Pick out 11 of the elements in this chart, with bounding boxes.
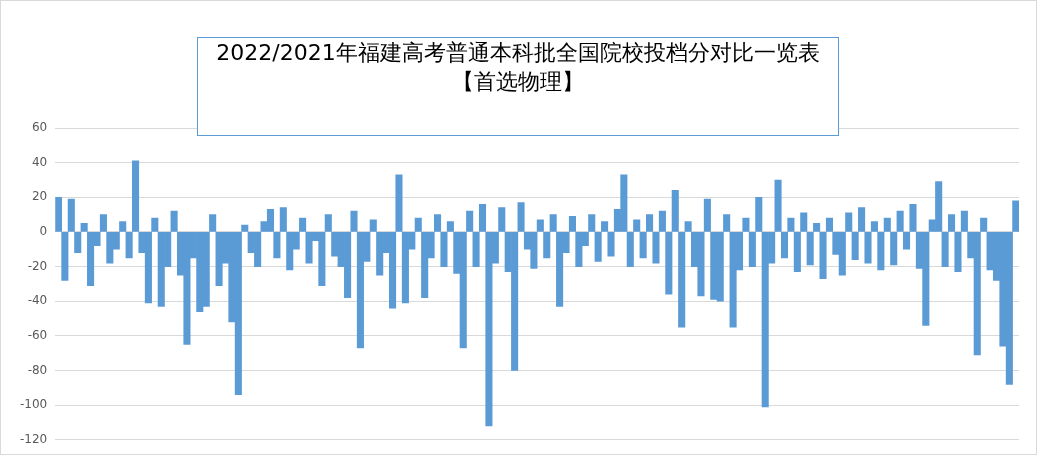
y-tick-label: -120 xyxy=(20,431,48,446)
y-tick-label: -20 xyxy=(27,258,48,273)
y-tick-label: -100 xyxy=(20,397,48,412)
y-tick-label: 20 xyxy=(31,189,48,204)
y-tick-label: 60 xyxy=(31,120,48,135)
chart-title: 2022/2021年福建高考普通本科批全国院校投档分对比一览表【首选物理】 xyxy=(197,37,839,136)
y-tick-label: -80 xyxy=(27,362,48,377)
y-tick-label: 40 xyxy=(31,154,48,169)
y-tick-label: -40 xyxy=(27,293,48,308)
y-tick-label: -60 xyxy=(27,327,48,342)
y-tick-label: 0 xyxy=(39,224,48,239)
